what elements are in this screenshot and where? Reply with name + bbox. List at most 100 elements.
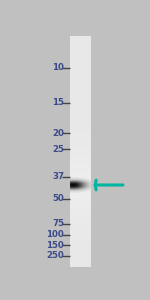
Bar [84,191,85,192]
Bar [88,185,89,187]
Bar [89,188,90,189]
Bar [77,182,78,183]
Bar [75,185,76,187]
Bar [84,182,85,183]
Bar [74,189,75,190]
Bar [70,57,91,59]
Bar [73,190,74,191]
Bar [71,191,72,192]
Bar [74,192,75,193]
Bar [70,191,91,193]
Bar [70,50,91,52]
Bar [85,185,86,187]
Bar [76,190,77,191]
Bar [70,103,91,105]
Bar [74,182,75,183]
Bar [88,187,89,188]
Bar [83,187,84,188]
Bar [75,182,76,183]
Bar [78,179,79,180]
Bar [86,190,87,191]
Bar [78,185,79,187]
Bar [79,181,80,182]
Bar [70,183,71,184]
Bar [83,181,84,182]
Bar [70,78,91,80]
Bar [70,140,91,142]
Bar [89,190,90,191]
Bar [89,187,90,188]
Bar [70,126,91,128]
Bar [89,184,90,185]
Bar [70,112,91,115]
Bar [70,214,91,216]
Bar [87,190,88,191]
Bar [85,178,86,179]
Bar [72,185,73,187]
Bar [70,135,91,138]
Bar [70,89,91,92]
Bar [78,190,79,191]
Bar [70,43,91,45]
Bar [71,178,72,179]
Bar [70,47,91,50]
Bar [77,192,78,193]
Bar [70,59,91,61]
Bar [79,183,80,184]
Bar [72,178,73,179]
Bar [81,188,82,189]
Bar [82,188,83,189]
Bar [70,85,91,87]
Bar [71,177,72,178]
Bar [70,225,91,228]
Bar [81,179,82,180]
Text: 20: 20 [52,128,64,137]
Bar [79,180,80,181]
Bar [70,185,71,187]
Bar [79,187,80,188]
Bar [80,185,81,187]
Bar [84,178,85,179]
Bar [70,110,91,112]
Bar [70,256,91,258]
Bar [73,189,74,190]
Bar [78,187,79,188]
Bar [70,262,91,265]
Bar [83,188,84,189]
Bar [84,183,85,184]
Bar [70,177,91,179]
Bar [78,183,79,184]
Bar [76,182,77,183]
Bar [80,184,81,185]
Bar [75,177,76,178]
Bar [81,185,82,187]
Bar [76,183,77,184]
Bar [82,180,83,181]
Bar [80,187,81,188]
Bar [75,180,76,181]
Bar [86,187,87,188]
Bar [84,188,85,189]
Bar [90,183,91,184]
Bar [70,191,71,192]
Bar [90,181,91,182]
Bar [86,183,87,184]
Bar [80,191,81,192]
Bar [70,192,71,193]
Bar [72,188,73,189]
Bar [78,180,79,181]
Bar [70,184,91,186]
Bar [70,242,91,244]
Bar [77,187,78,188]
Bar [70,189,71,190]
Bar [75,187,76,188]
Bar [87,188,88,189]
Bar [90,182,91,183]
Bar [70,190,71,191]
Bar [70,184,71,185]
Bar [70,182,91,184]
Bar [82,184,83,185]
Bar [70,75,91,78]
Bar [75,178,76,179]
Bar [70,38,91,40]
